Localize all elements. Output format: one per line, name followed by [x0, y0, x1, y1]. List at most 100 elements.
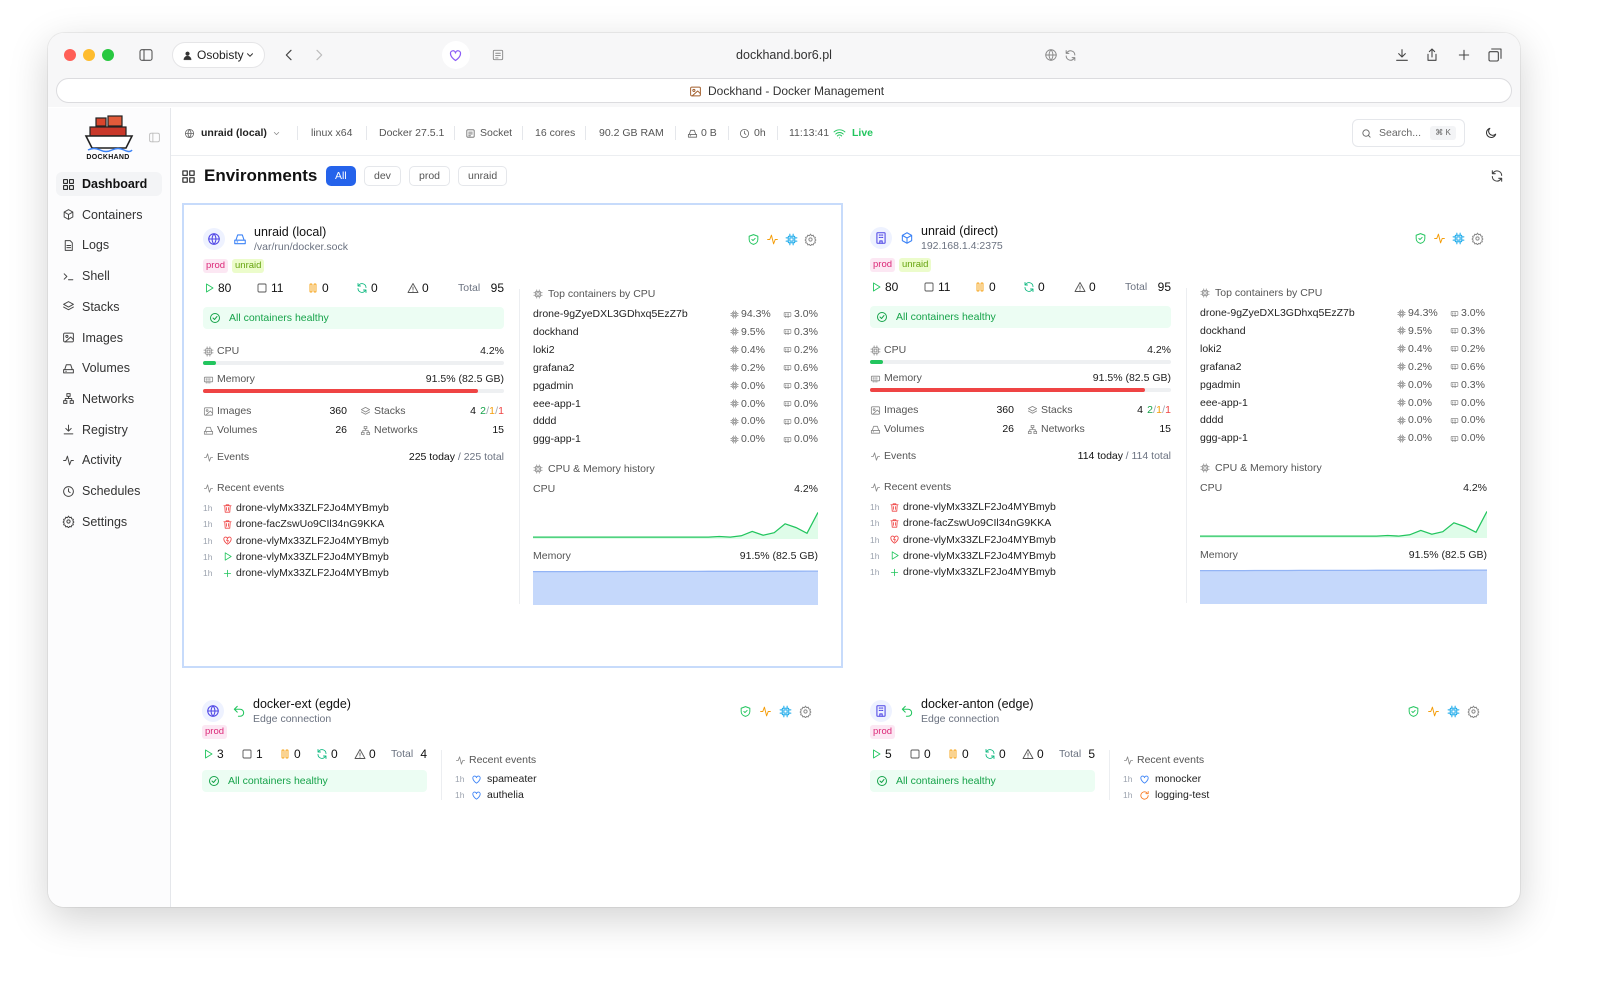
env-icon-part	[878, 707, 884, 717]
status-icon-part	[767, 234, 778, 244]
container-mem: 0.3%	[794, 325, 818, 338]
env-icon	[876, 705, 886, 717]
history-cpu-label: CPU	[533, 483, 556, 495]
filter-button[interactable]: All	[326, 166, 356, 186]
stacks-icon-part	[360, 406, 371, 415]
recent-icon-part	[1123, 755, 1134, 765]
window-control[interactable]	[102, 49, 114, 61]
filter-label: prod	[419, 170, 441, 182]
container-name: dockhand	[1200, 324, 1246, 337]
page-title: Environments	[204, 166, 318, 185]
container-name: eee-app-1	[533, 397, 581, 410]
refresh-button	[1491, 170, 1503, 182]
event-name: drone-vlyMx33ZLF2Jo4MYBmyb	[236, 550, 389, 563]
search-placeholder: Search...	[1379, 127, 1422, 139]
topbar-separator	[777, 126, 778, 140]
mem-icon-part	[1452, 311, 1456, 317]
nav-icon	[63, 301, 74, 311]
event-icon	[223, 520, 232, 529]
events-today: 225 today	[408, 451, 455, 463]
count-running: 80	[885, 280, 899, 294]
topbar-separator	[728, 126, 729, 140]
logo-part	[84, 135, 134, 149]
count-icon-part	[285, 749, 289, 759]
container-name: grafana2	[1200, 360, 1242, 373]
history-icon	[533, 464, 543, 474]
container-name: pgadmin	[1200, 378, 1241, 391]
mem-icon-part	[1452, 419, 1456, 424]
container-name: dockhand	[533, 325, 579, 338]
window-control[interactable]	[64, 49, 76, 61]
stacks-icon	[360, 406, 371, 415]
images-label: Images	[884, 404, 919, 416]
filter-button[interactable]: prod	[409, 166, 451, 186]
filter-button[interactable]: unraid	[458, 166, 508, 186]
cpu-icon	[870, 345, 881, 355]
cpu-icon-part	[203, 346, 214, 356]
cpu-icon-part	[1398, 417, 1405, 423]
cpu-label: CPU	[884, 344, 907, 356]
column-separator	[441, 750, 442, 800]
header-icon	[182, 169, 195, 183]
stacks-value: 4	[1137, 404, 1143, 416]
tag: unraid	[232, 259, 265, 273]
count-restarting: 0	[1038, 280, 1045, 294]
nav-label: Activity	[82, 453, 122, 468]
environment-card[interactable]: unraid (direct) 192.168.1.4:2375 prod unrai…	[850, 203, 1509, 664]
back-button	[285, 49, 292, 61]
filter-button[interactable]: dev	[364, 166, 401, 186]
health-icon	[877, 312, 887, 322]
cpu-icon-part	[733, 366, 736, 370]
mem-icon-part	[1452, 365, 1456, 371]
status-icon-part	[1471, 708, 1476, 714]
refresh-button-part	[1491, 170, 1503, 182]
status-icon-part	[787, 235, 796, 243]
container-name: drone-9gZyeDXL3GDhxq5EzZ7b	[1200, 307, 1355, 319]
event-icon-part	[472, 775, 481, 784]
container-mem: 0.2%	[794, 343, 818, 356]
environment-card[interactable]: docker-ext (egde) Edge connection prod 3 1 0 0…	[182, 676, 839, 822]
mem-icon-part	[1452, 347, 1456, 353]
mem-icon-part	[785, 402, 789, 407]
cpu-icon-part	[205, 347, 212, 355]
cpu-icon-part	[1398, 328, 1405, 334]
env-icon-part	[876, 705, 886, 717]
count-paused: 0	[294, 747, 301, 761]
networks-icon-part	[362, 427, 369, 433]
window-control[interactable]	[83, 49, 95, 61]
search-box[interactable]	[1352, 119, 1465, 147]
environment-card[interactable]: unraid (local) /var/run/docker.sock prod un…	[182, 203, 843, 668]
container-cpu: 0.4%	[741, 343, 765, 356]
event-name: authelia	[487, 789, 524, 802]
filter-label: All	[335, 170, 347, 182]
count-icon-part	[309, 283, 313, 293]
status-icon	[804, 233, 817, 246]
tab-bar	[56, 78, 1512, 103]
sparkline-area	[1200, 570, 1487, 604]
status-icon-part	[1449, 707, 1458, 715]
cpu-icon-part	[1398, 310, 1405, 316]
count-icon-part	[953, 749, 957, 759]
cpu-icon-part	[206, 349, 211, 353]
connection-icon	[901, 705, 913, 717]
nav-item[interactable]	[56, 172, 162, 196]
mem-icon-part	[1452, 437, 1456, 442]
container-name: ggg-app-1	[533, 433, 581, 446]
status-icon-part	[740, 705, 751, 717]
mem-icon-part	[783, 329, 792, 335]
event-icon	[223, 569, 232, 577]
count-icon	[910, 749, 920, 759]
event-icon-part	[891, 551, 899, 560]
topbar-connection: Socket	[480, 127, 513, 139]
status-icon-part	[1456, 235, 1461, 241]
forward-button	[316, 49, 323, 61]
extension[interactable]	[442, 41, 470, 69]
cpu-icon-part	[1397, 398, 1406, 407]
stacks-breakdown: 1	[498, 405, 504, 417]
usage-track	[870, 360, 1171, 364]
container-name: dddd	[533, 415, 557, 428]
top-label: Top containers by CPU	[1215, 287, 1323, 299]
environment-card[interactable]: docker-anton (edge) Edge connection prod 5 0…	[850, 676, 1509, 822]
env-icon-part	[208, 233, 220, 245]
